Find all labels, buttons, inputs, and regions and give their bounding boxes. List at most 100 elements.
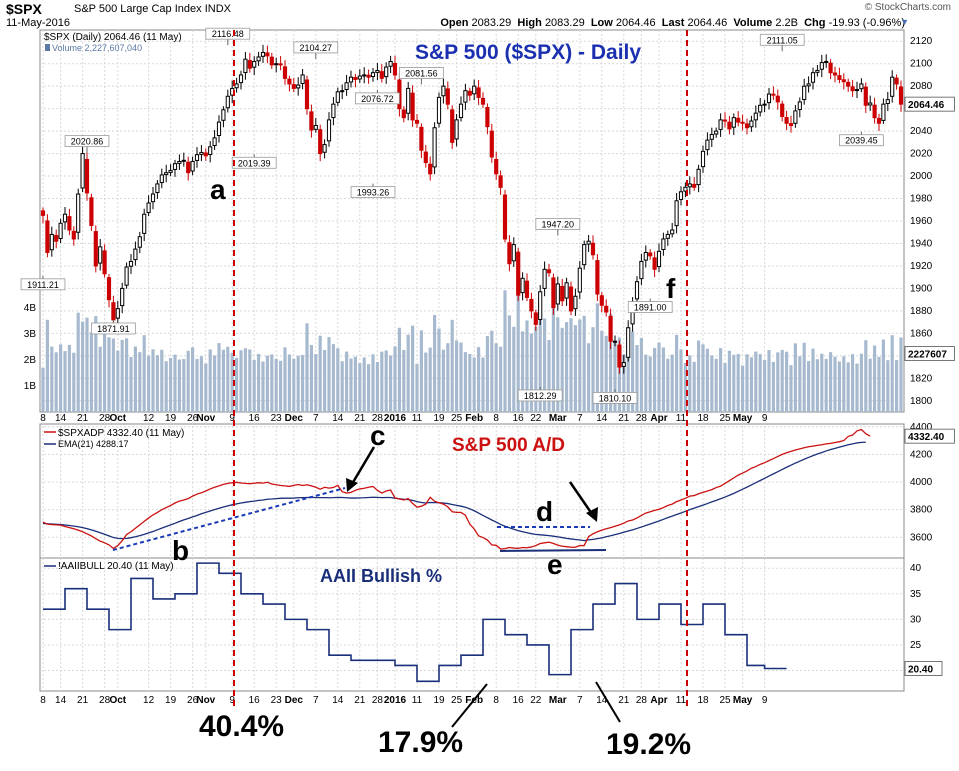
candle-body <box>172 163 178 170</box>
volume-bar <box>367 364 371 412</box>
x-tick-label: 14 <box>55 413 67 424</box>
candle-body <box>687 183 692 188</box>
aaii-panel <box>39 557 905 692</box>
volume-bar <box>895 360 899 412</box>
x-tick-label: 11 <box>412 413 423 424</box>
candle-body <box>247 60 252 69</box>
volume-bar <box>349 358 353 412</box>
volume-bar <box>340 361 344 412</box>
x-tick-label: 14 <box>55 695 67 706</box>
quote-date: 11-May-2016 <box>6 17 70 29</box>
volume-bar <box>587 343 591 412</box>
candle-body <box>551 277 556 309</box>
candle-body <box>639 260 644 280</box>
ad-tick-label: 4000 <box>910 477 933 488</box>
volume-bar <box>243 348 247 412</box>
callout-label: 2039.45 <box>845 136 878 146</box>
candle-body <box>287 78 292 85</box>
callout-box <box>64 135 110 148</box>
candle-body <box>604 305 609 313</box>
callout-label: 2116.48 <box>212 29 244 39</box>
candle-body <box>410 92 415 121</box>
candle-body <box>212 137 217 146</box>
annotation-e: e <box>547 549 563 580</box>
x-tick-label: 8 <box>40 413 46 424</box>
candle-body <box>128 260 134 267</box>
volume-bar <box>758 354 762 412</box>
volume-bar <box>732 354 736 412</box>
volume-bar <box>323 350 327 412</box>
candle-body <box>656 250 662 268</box>
x-tick-label: 16 <box>249 695 261 706</box>
volume-bar <box>741 365 745 412</box>
volume-bar <box>191 347 195 412</box>
candle-body <box>115 308 120 319</box>
candle-body <box>560 285 565 302</box>
volume-bar <box>314 354 318 412</box>
volume-bar <box>657 342 661 412</box>
volume-bar <box>846 362 850 412</box>
x-tick-label: 19 <box>165 695 177 706</box>
aaii-tick-label: 30 <box>910 614 922 625</box>
x-tick-label: 21 <box>77 695 89 706</box>
x-tick-label: 16 <box>513 695 525 706</box>
volume-bar <box>89 332 93 412</box>
candle-body <box>384 66 389 78</box>
x-tick-label: 25 <box>451 413 463 424</box>
volume-bar <box>155 355 159 412</box>
volume-bar <box>358 363 362 412</box>
x-tick-label: 21 <box>354 695 366 706</box>
x-tick-label: 16 <box>513 413 525 424</box>
candle-body <box>511 244 516 262</box>
candle-body <box>744 123 750 129</box>
volume-bar <box>406 334 410 412</box>
volume-bar <box>648 356 652 412</box>
x-tick-label: May <box>733 413 753 424</box>
x-tick-label: 28 <box>99 695 111 706</box>
candle-body <box>379 71 384 79</box>
candle-body <box>282 66 288 79</box>
x-tick-label: 28 <box>636 413 648 424</box>
x-tick-label: 8 <box>493 695 499 706</box>
volume-bar <box>173 354 177 412</box>
candle-body <box>274 63 279 66</box>
volume-bar <box>582 315 586 412</box>
volume-bar <box>833 356 837 412</box>
volume-bar <box>670 354 674 412</box>
candle-body <box>832 72 838 76</box>
candle-body <box>850 86 855 92</box>
callout-box <box>399 67 444 79</box>
volume-bar <box>411 325 415 412</box>
chevron-down-icon[interactable]: ▼ <box>900 17 909 27</box>
candle-body <box>93 231 98 267</box>
x-tick-label: 28 <box>372 695 384 706</box>
candle-body <box>815 69 820 73</box>
volume-bar <box>177 359 181 412</box>
volume-bar <box>485 336 489 412</box>
volume-bar <box>125 338 129 412</box>
volume-bar <box>111 338 115 412</box>
candle-body <box>348 76 354 83</box>
volume-bar <box>133 346 137 412</box>
candle-body <box>863 86 868 106</box>
volume-bar <box>644 354 648 412</box>
candle-body <box>414 119 420 124</box>
volume-bar <box>468 353 472 412</box>
candle-body <box>542 268 547 289</box>
price-legend: $SPX (Daily) 2064.46 (11 May) <box>44 32 182 43</box>
price-chart-title: S&P 500 ($SPX) - Daily <box>415 41 641 64</box>
candle-body <box>890 76 895 97</box>
volume-bar <box>639 337 643 412</box>
volume-bar <box>837 361 841 412</box>
candle-body <box>780 103 785 118</box>
candle-body <box>705 139 710 151</box>
candle-body <box>494 158 499 175</box>
x-tick-label: Oct <box>109 413 126 424</box>
candle-body <box>678 191 684 200</box>
x-tick-label: 21 <box>618 413 630 424</box>
volume-bar <box>494 343 498 412</box>
candle-body <box>648 252 653 257</box>
candle-body <box>595 260 600 295</box>
x-tick-label: 23 <box>271 413 283 424</box>
candle-body <box>700 150 706 168</box>
